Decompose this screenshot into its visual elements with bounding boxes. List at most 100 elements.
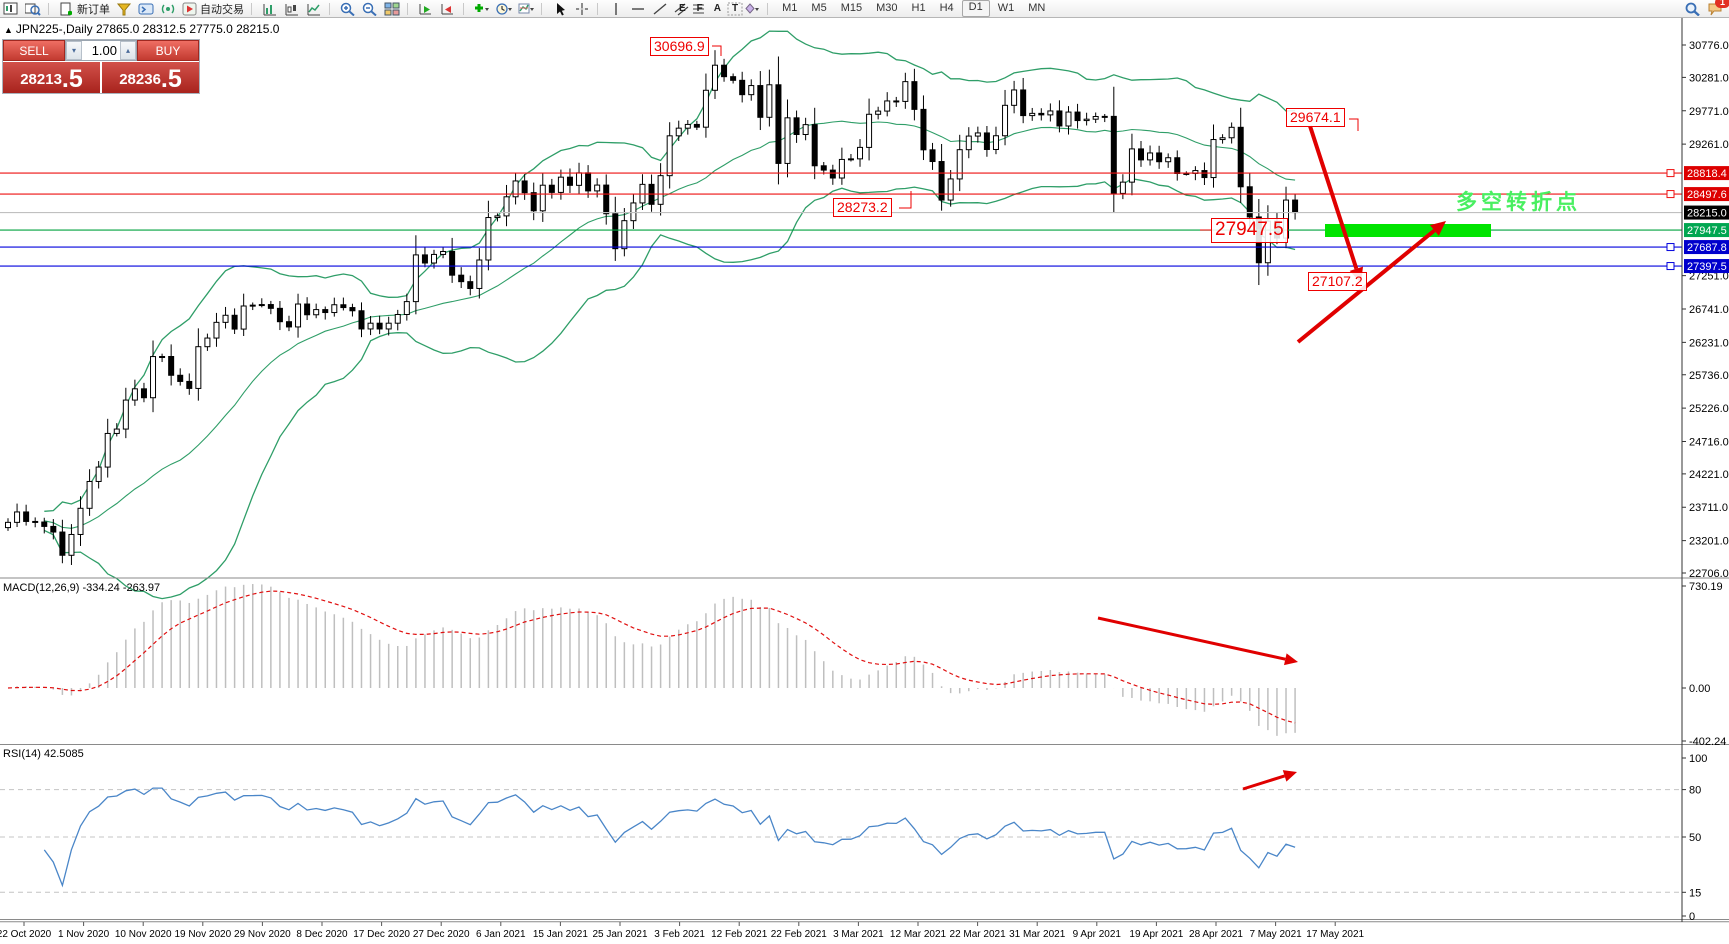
zoom-in-icon[interactable] — [338, 1, 358, 17]
annotation-lower-high[interactable]: 29674.1 — [1286, 108, 1345, 127]
buy-price-frac: .5 — [160, 65, 182, 93]
notifications-icon[interactable]: 1 — [1705, 0, 1729, 17]
candle — [603, 184, 610, 215]
equidistant-channel-tool-icon[interactable]: E — [672, 1, 689, 17]
candle — [267, 304, 274, 309]
support-zone-highlight[interactable] — [1325, 224, 1491, 237]
vertical-line-tool-icon[interactable] — [606, 1, 626, 17]
trend-arrow[interactable] — [1097, 616, 1286, 661]
candle — [947, 178, 954, 201]
buy-price-button[interactable]: 28236.5 — [102, 62, 199, 93]
timeframe-M1-button[interactable]: M1 — [782, 2, 798, 14]
auto-scroll-icon[interactable] — [416, 1, 436, 17]
periods-icon[interactable] — [494, 1, 514, 17]
line-handle[interactable] — [1666, 169, 1675, 178]
fibonacci-tool-icon[interactable]: F — [692, 3, 704, 14]
date-tick-label: 25 Jan 2021 — [592, 929, 647, 940]
cursor-icon[interactable] — [550, 1, 570, 17]
candle — [1092, 116, 1099, 120]
sell-price-button[interactable]: 28213.5 — [3, 62, 100, 93]
line-handle[interactable] — [1666, 262, 1675, 271]
candle — [412, 254, 419, 303]
line-handle[interactable] — [1666, 243, 1675, 252]
line-chart-icon[interactable] — [304, 1, 324, 17]
sell-button[interactable]: SELL — [3, 40, 65, 61]
zoom-out-icon[interactable] — [360, 1, 380, 17]
horizontal-line-tool-icon[interactable] — [628, 1, 648, 17]
level-lines[interactable] — [0, 169, 1682, 271]
toolbar-separator — [597, 2, 602, 15]
new-chart-icon[interactable] — [1, 1, 21, 17]
annotation-key-level[interactable]: 27947.5 — [1211, 218, 1288, 243]
bar-chart-icon[interactable] — [260, 1, 280, 17]
trendline-tool-icon[interactable] — [650, 1, 670, 17]
text-tool-icon[interactable]: A — [713, 3, 722, 14]
metaeditor-icon[interactable] — [136, 1, 156, 17]
history-center-icon[interactable] — [114, 1, 134, 17]
candle — [866, 113, 873, 148]
timeframe-M5-button[interactable]: M5 — [811, 2, 827, 14]
timeframe-M30-button[interactable]: M30 — [876, 2, 898, 14]
candle — [159, 356, 166, 359]
candle — [1038, 112, 1045, 116]
volume-decrease-button[interactable]: ▾ — [66, 41, 82, 60]
price-badge-label: 27687.8 — [1687, 242, 1727, 254]
candle — [784, 117, 791, 164]
candle — [956, 149, 963, 180]
volume-input[interactable] — [82, 41, 120, 60]
timeframe-M15-button[interactable]: M15 — [840, 2, 863, 14]
annotation-mid-level[interactable]: 28273.2 — [833, 198, 892, 217]
line-handle[interactable] — [1666, 190, 1675, 199]
profiles-icon[interactable] — [23, 1, 43, 17]
annotation-crash-low[interactable]: 27107.2 — [1308, 272, 1367, 291]
search-icon[interactable] — [1683, 1, 1703, 17]
autotrading-icon[interactable]: 自动交易 — [180, 1, 246, 17]
candle — [911, 81, 918, 110]
new-order-icon[interactable]: 新订单 — [57, 1, 112, 17]
candle — [1020, 89, 1027, 117]
trend-arrow[interactable] — [1308, 125, 1359, 270]
candle — [612, 213, 619, 250]
candle — [23, 511, 30, 522]
signals-icon[interactable] — [158, 1, 178, 17]
chart-shift-icon[interactable] — [438, 1, 458, 17]
timeframe-MN-button[interactable]: MN — [1028, 2, 1046, 14]
candle — [711, 64, 718, 91]
trend-arrow[interactable] — [1242, 774, 1286, 791]
rsi-indicator-label: RSI(14) 42.5085 — [3, 748, 84, 760]
candle — [494, 215, 501, 219]
indicators-icon[interactable] — [472, 1, 492, 17]
tile-windows-icon[interactable] — [382, 1, 402, 17]
drawn-arrows[interactable] — [1097, 125, 1446, 791]
timeframe-D1-button[interactable]: D1 — [961, 0, 990, 17]
turning-point-note[interactable]: 多空转折点 — [1456, 191, 1581, 214]
buy-button[interactable]: BUY — [137, 40, 199, 61]
new-order-label: 新订单 — [77, 3, 110, 16]
date-tick-label: 28 Apr 2021 — [1189, 929, 1243, 940]
text-label-tool-icon[interactable]: T — [725, 1, 743, 17]
candle — [32, 520, 39, 523]
candle — [539, 184, 546, 212]
annotation-peak[interactable]: 30696.9 — [650, 37, 709, 56]
price-badge — [1684, 166, 1729, 181]
timeframe-W1-button[interactable]: W1 — [997, 2, 1015, 14]
arrows-tool-icon[interactable] — [742, 1, 762, 17]
templates-icon[interactable] — [516, 1, 536, 17]
candle — [313, 309, 320, 316]
date-tick-label: 29 Nov 2020 — [234, 929, 291, 940]
volume-increase-button[interactable]: ▴ — [120, 41, 136, 60]
timeframe-H4-button[interactable]: H4 — [939, 2, 954, 14]
rsi-tick-label: 80 — [1689, 785, 1701, 797]
price-tick-label: 29771.0 — [1689, 106, 1729, 118]
crosshair-icon[interactable] — [572, 1, 592, 17]
sell-price-main: 28213 — [20, 71, 62, 88]
candle — [41, 521, 48, 527]
candle — [467, 281, 474, 289]
annotation-connector — [712, 45, 722, 56]
candle — [1228, 126, 1235, 139]
pane-separators[interactable] — [0, 577, 1729, 923]
candle — [1174, 157, 1181, 175]
timeframe-H1-button[interactable]: H1 — [911, 2, 926, 14]
candlestick-chart-icon[interactable] — [282, 1, 302, 17]
